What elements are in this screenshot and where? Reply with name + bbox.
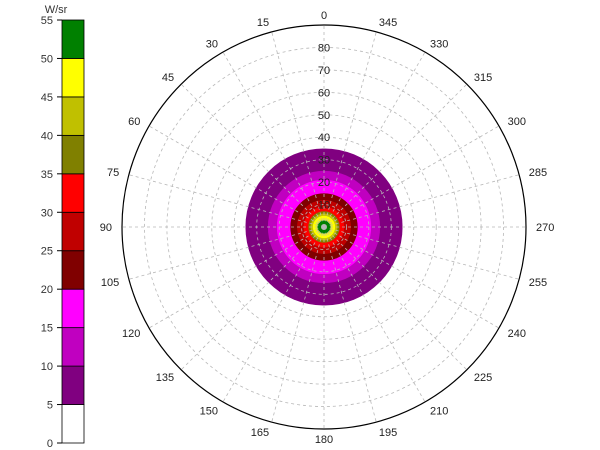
angular-grid-line [323, 226, 426, 403]
angle-tick-label: 15 [257, 17, 269, 29]
radial-grid-circle [144, 47, 504, 407]
angular-grid-line [323, 226, 520, 280]
angular-grid-line [323, 51, 426, 228]
angular-grid-line [222, 51, 325, 228]
radial-grid-circle [233, 136, 415, 318]
angular-grid-line [323, 174, 520, 228]
colorbar-tick-label: 10 [41, 361, 53, 373]
colorbar-band-10 [61, 19, 85, 59]
angular-grid-line [323, 226, 500, 329]
angular-grid-line [128, 226, 325, 280]
colorbar-band-5 [61, 211, 85, 252]
angular-grid-line [222, 226, 325, 403]
colorbar-tick-label: 0 [47, 438, 53, 450]
angle-tick-label: 150 [200, 406, 218, 418]
angle-tick-label: 315 [474, 72, 492, 84]
plot-outer-circle [121, 24, 527, 430]
colorbar-tick-label: 35 [41, 169, 53, 181]
colorbar-tick-label: 15 [41, 323, 53, 335]
angular-grid-line [180, 226, 325, 371]
colorbar-band-7 [61, 134, 85, 175]
colorbar-band-1 [61, 365, 85, 405]
colorbar-band-8 [61, 96, 85, 136]
angle-tick-label: 255 [529, 277, 547, 289]
angle-tick-label: 165 [251, 427, 269, 439]
colorbar-band-4 [61, 250, 85, 290]
colorbar-tick-label: 40 [41, 130, 53, 142]
angle-tick-label: 45 [162, 72, 174, 84]
angular-grid-line [323, 226, 468, 371]
colorbar-band-6 [61, 173, 85, 213]
radial-grid-circle [211, 114, 437, 340]
colorbar-unit-label: W/sr [45, 4, 68, 16]
angular-grid-line [323, 31, 377, 228]
angle-tick-label: 195 [379, 427, 397, 439]
angle-tick-label: 135 [156, 372, 174, 384]
radial-tick-label: 40 [318, 132, 330, 144]
angle-tick-label: 330 [430, 38, 448, 50]
angular-grid-line [323, 83, 468, 228]
angle-tick-label: 270 [536, 222, 554, 234]
angle-tick-label: 240 [508, 328, 526, 340]
colorbar-tick-label: 55 [41, 15, 53, 27]
colorbar-tick-label: 25 [41, 246, 53, 258]
angle-tick-label: 60 [128, 116, 140, 128]
colorbar-tick-label: 20 [41, 284, 53, 296]
angular-grid-line [148, 125, 325, 228]
angular-grid-line [323, 226, 377, 423]
angular-grid-line [271, 226, 325, 423]
colorbar-tick-label: 50 [41, 53, 53, 65]
radial-tick-label: 60 [318, 87, 330, 99]
colorbar-tick-label: 45 [41, 92, 53, 104]
colorbar-band-9 [61, 58, 85, 98]
angle-tick-label: 300 [508, 116, 526, 128]
angular-grid-line [271, 31, 325, 228]
angle-tick-label: 120 [122, 328, 140, 340]
angle-tick-label: 105 [101, 277, 119, 289]
angular-grid-line [180, 83, 325, 228]
angular-grid-line [323, 125, 500, 228]
angle-tick-label: 210 [430, 406, 448, 418]
radial-tick-label: 70 [318, 65, 330, 77]
angle-tick-label: 30 [206, 38, 218, 50]
angle-tick-label: 90 [100, 222, 112, 234]
colorbar-band-0 [61, 404, 85, 444]
radial-tick-label: 80 [318, 42, 330, 54]
angular-grid-line [148, 226, 325, 329]
radial-grid-circle [301, 204, 347, 250]
angle-tick-label: 0 [321, 10, 327, 22]
radial-tick-label: 20 [318, 177, 330, 189]
radial-tick-label: 50 [318, 110, 330, 122]
angle-tick-label: 285 [529, 167, 547, 179]
radial-tick-label: 30 [318, 155, 330, 167]
colorbar-tick-label: 5 [47, 400, 53, 412]
angle-tick-label: 75 [107, 167, 119, 179]
radial-tick-label: 10 [318, 200, 330, 212]
colorbar-band-3 [61, 288, 85, 329]
angle-tick-label: 345 [379, 17, 397, 29]
polar-plot: 0 15 30 45 60 75 90 105 120 135 150 165 180 195 210 225… [100, 10, 555, 446]
angle-tick-label: 225 [474, 372, 492, 384]
colorbar-tick-label: 30 [41, 207, 53, 219]
angular-grid-line [128, 174, 325, 228]
colorbar-band-2 [61, 327, 85, 367]
angle-tick-label: 180 [315, 434, 333, 446]
colorbar: W/sr 0 5 10 15 20 25 30 35 40 45 50 55 [41, 4, 85, 450]
